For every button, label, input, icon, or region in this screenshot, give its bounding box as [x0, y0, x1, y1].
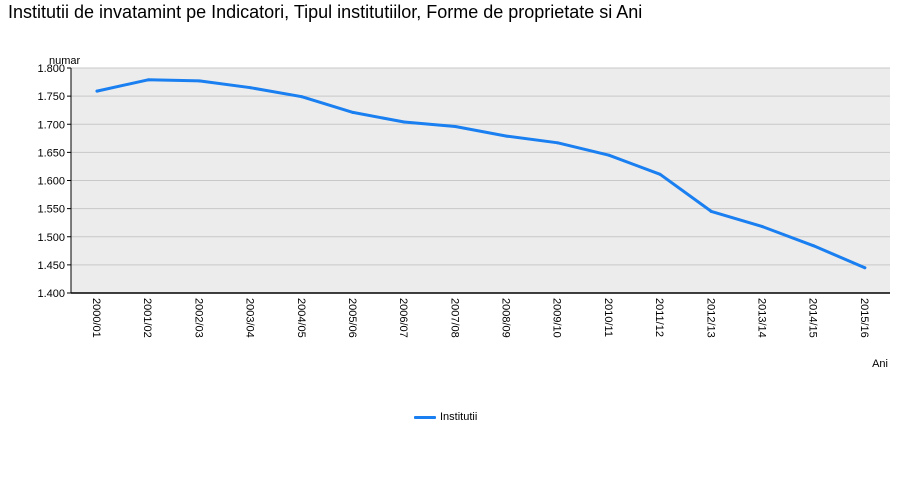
- data-point: [249, 86, 253, 90]
- data-point: [197, 79, 201, 83]
- y-tick-label: 1.600: [37, 176, 65, 188]
- x-axis-label: Ani: [872, 358, 888, 370]
- data-point: [300, 95, 304, 99]
- chart-title: Institutii de invatamint pe Indicatori, …: [8, 2, 643, 22]
- series-group: [95, 78, 867, 270]
- x-tick-label: 2013/14: [755, 298, 767, 338]
- x-tick-label: 2005/06: [346, 298, 358, 338]
- data-point: [146, 78, 150, 82]
- legend: Institutii: [414, 411, 477, 423]
- x-axis: 2000/01 2001/02 2002/03 2003/04 2004/05 2005/…: [71, 292, 890, 338]
- gridlines: [71, 67, 890, 266]
- data-point: [760, 225, 764, 229]
- x-tick-label: 2008/09: [500, 298, 512, 338]
- series-line-institutii: [95, 78, 867, 270]
- x-tick-label: 2003/04: [244, 298, 256, 338]
- data-point: [709, 209, 713, 213]
- x-tick-label: 2007/08: [448, 298, 460, 338]
- y-tick-label: 1.650: [37, 147, 65, 159]
- y-tick-label: 1.500: [37, 232, 65, 244]
- y-tick-label: 1.550: [37, 204, 65, 216]
- data-point: [505, 134, 508, 138]
- data-point: [95, 89, 99, 93]
- data-point: [812, 244, 816, 248]
- legend-label: Institutii: [440, 411, 478, 423]
- x-tick-label: 2012/13: [704, 298, 716, 338]
- x-tick-label: 2015/16: [858, 298, 870, 338]
- y-tick-label: 1.750: [37, 91, 65, 103]
- x-tick-label: 2004/05: [295, 298, 307, 338]
- x-tick-label: 2011/12: [653, 298, 665, 337]
- x-tick-label: 2006/07: [397, 298, 409, 338]
- x-tick-label: 2002/03: [192, 298, 204, 338]
- x-tick-label: 2010/11: [602, 298, 614, 337]
- y-tick-label: 1.700: [37, 119, 65, 131]
- y-tick-label: 1.400: [37, 288, 65, 300]
- y-axis-label: numar: [49, 55, 81, 67]
- data-point: [402, 120, 406, 124]
- data-point: [556, 141, 560, 145]
- data-point: [658, 172, 662, 176]
- y-tick-label: 1.800: [37, 63, 65, 75]
- data-point: [607, 153, 611, 157]
- legend-swatch: [414, 415, 436, 419]
- y-tick-label: 1.450: [37, 260, 65, 272]
- data-point: [351, 110, 355, 114]
- x-tick-label: 2001/02: [141, 298, 153, 338]
- x-tick-label: 2009/10: [551, 298, 563, 338]
- x-tick-label: 2000/01: [90, 298, 102, 338]
- y-axis: 1.400 1.450 1.500 1.550 1.600 1.650 1.700 1.750…: [37, 63, 72, 300]
- data-point: [453, 125, 457, 128]
- data-point: [863, 266, 867, 270]
- x-tick-label: 2014/15: [807, 298, 819, 338]
